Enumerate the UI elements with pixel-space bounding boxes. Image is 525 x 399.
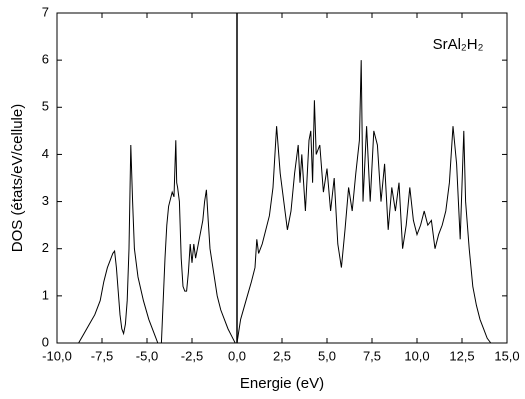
plot-frame [56,12,508,344]
x-tick-label: -5,0 [136,348,158,363]
dos-line [78,60,492,344]
y-tick-label: 0 [42,334,49,349]
x-tick-label: -7,5 [91,348,113,363]
x-tick-label: -10,0 [42,348,72,363]
x-tick-label: 7,5 [363,348,381,363]
annotation: SrAl₂H₂ [433,36,484,53]
x-tick-label: 10,0 [404,348,429,363]
x-axis-label: Energie (eV) [240,375,324,392]
x-tick-label: 2,5 [273,348,291,363]
y-tick-label: 4 [42,146,49,161]
x-tick-label: 0,0 [228,348,246,363]
x-tick-label: -2,5 [181,348,203,363]
y-tick-label: 7 [42,4,49,19]
x-tick-label: 12,5 [449,348,474,363]
y-tick-label: 1 [42,287,49,302]
y-axis-label: DOS (états/eV/cellule) [9,104,26,252]
y-tick-label: 6 [42,52,49,67]
x-tick-label: 5,0 [318,348,336,363]
y-tick-label: 3 [42,193,49,208]
y-tick-label: 2 [42,240,49,255]
x-tick-label: 15,0 [494,348,519,363]
y-tick-label: 5 [42,99,49,114]
